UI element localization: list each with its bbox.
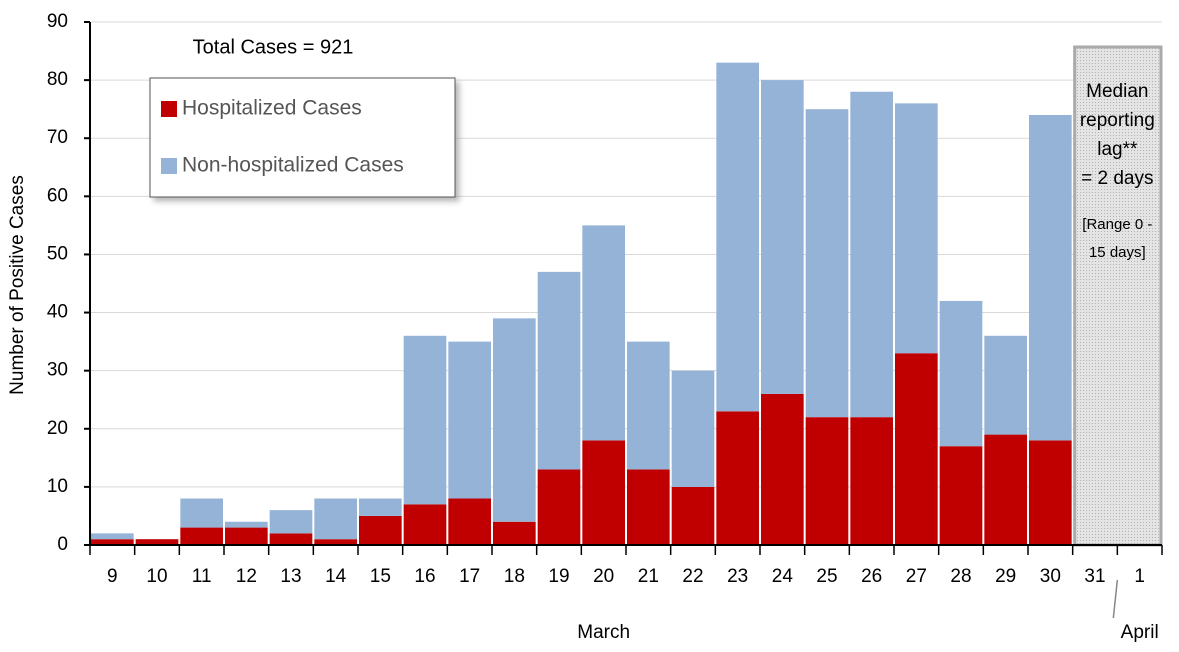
x-tick-label: 13 [280, 566, 301, 587]
y-tick-label: 60 [47, 185, 68, 206]
y-tick-label: 20 [47, 418, 68, 439]
bar-segment [761, 393, 804, 545]
bar-segment [180, 498, 223, 528]
bar-segment [1029, 440, 1072, 545]
bar-segment [135, 539, 179, 545]
bar-segment [269, 533, 313, 545]
bar-segment [403, 335, 447, 505]
bar-segment [537, 271, 581, 470]
x-tick-label: 25 [816, 566, 837, 587]
x-tick-label: 31 [1084, 566, 1105, 587]
bar-segment [359, 498, 402, 516]
bar-segment [761, 80, 804, 394]
bar-segment [180, 527, 223, 545]
y-tick-label: 80 [47, 69, 68, 90]
legend-label: Non-hospitalized Cases [182, 154, 404, 177]
total-note: Total Cases = 921 [193, 36, 354, 58]
y-tick-label: 70 [47, 127, 68, 148]
bar-segment [493, 318, 536, 522]
month-label: April [1121, 622, 1159, 643]
legend-label: Hospitalized Cases [182, 97, 362, 120]
bar-segment [671, 486, 715, 545]
bar-segment [895, 103, 938, 354]
y-tick-label: 10 [47, 476, 68, 497]
bar-segment [269, 510, 313, 534]
x-tick-label: 29 [995, 566, 1016, 587]
x-tick-label: 12 [236, 566, 257, 587]
bar-segment [805, 417, 849, 545]
x-tick-label: 27 [906, 566, 927, 587]
bar-segment [716, 62, 759, 412]
x-tick-label: 15 [370, 566, 391, 587]
lag-note-line: lag** [1097, 139, 1138, 160]
bar-segment [537, 469, 581, 545]
bar-segment [939, 300, 983, 447]
lag-note-line: Median [1086, 81, 1148, 102]
lag-region [1073, 45, 1163, 547]
bar-segment [582, 440, 625, 545]
y-tick-label: 50 [47, 243, 68, 264]
x-tick-label: 23 [727, 566, 748, 587]
bar-segment [627, 469, 670, 545]
x-tick-label: 1 [1134, 566, 1145, 587]
x-tick-label: 28 [950, 566, 971, 587]
y-tick-label: 0 [57, 534, 68, 555]
bar-segment [716, 411, 759, 545]
x-tick-label: 14 [325, 566, 347, 587]
x-tick-label: 9 [107, 566, 118, 587]
bar-segment [448, 498, 491, 545]
y-tick-label: 90 [47, 11, 68, 32]
bar-segment [493, 521, 536, 545]
bar-segment [627, 341, 670, 470]
x-tick-label: 11 [192, 566, 212, 587]
bar-segment [91, 533, 134, 540]
bar-segment [984, 434, 1027, 545]
x-tick-label: 10 [146, 566, 167, 587]
bar-segment [671, 370, 715, 487]
lag-note-line: reporting [1080, 110, 1155, 131]
bar-segment [805, 109, 849, 418]
bar-segment [984, 335, 1027, 435]
x-tick-label: 17 [459, 566, 480, 587]
legend-swatch [161, 158, 177, 174]
bar-segment [850, 91, 893, 418]
x-tick-label: 19 [548, 566, 569, 587]
x-tick-label: 30 [1040, 566, 1061, 587]
bar-segment [403, 504, 447, 545]
x-tick-label: 16 [414, 566, 435, 587]
bar-segment [895, 353, 938, 545]
legend-swatch [161, 101, 177, 117]
x-tick-label: 18 [504, 566, 525, 587]
bar-segment [225, 527, 268, 545]
bar-segment [359, 515, 402, 545]
bar-segment [1029, 114, 1072, 441]
legend-box [149, 77, 456, 198]
x-tick-label: 21 [638, 566, 659, 587]
bar-segment [314, 539, 357, 545]
bar-segment [939, 446, 983, 545]
x-tick-label: 20 [593, 566, 614, 587]
bar-segment [582, 225, 625, 441]
x-tick-label: 22 [682, 566, 703, 587]
bar-segment [314, 498, 357, 540]
y-tick-label: 30 [47, 360, 68, 381]
x-tick-label: 26 [861, 566, 882, 587]
bar-segment [448, 341, 491, 499]
month-separator [1112, 579, 1119, 619]
x-tick-label: 24 [772, 566, 794, 587]
lag-range-line: [Range 0 - [1082, 216, 1152, 233]
y-axis-label: Number of Positive Cases [7, 175, 28, 395]
bar-segment [225, 521, 268, 528]
month-label: March [577, 622, 630, 643]
bar-segment [91, 539, 134, 545]
y-tick-label: 40 [47, 302, 68, 323]
lag-range-line: 15 days] [1089, 244, 1146, 261]
lag-note-line: = 2 days [1081, 168, 1153, 189]
legend: Hospitalized Cases Non-hospitalized Cases [149, 77, 456, 198]
bar-segment [850, 417, 893, 545]
